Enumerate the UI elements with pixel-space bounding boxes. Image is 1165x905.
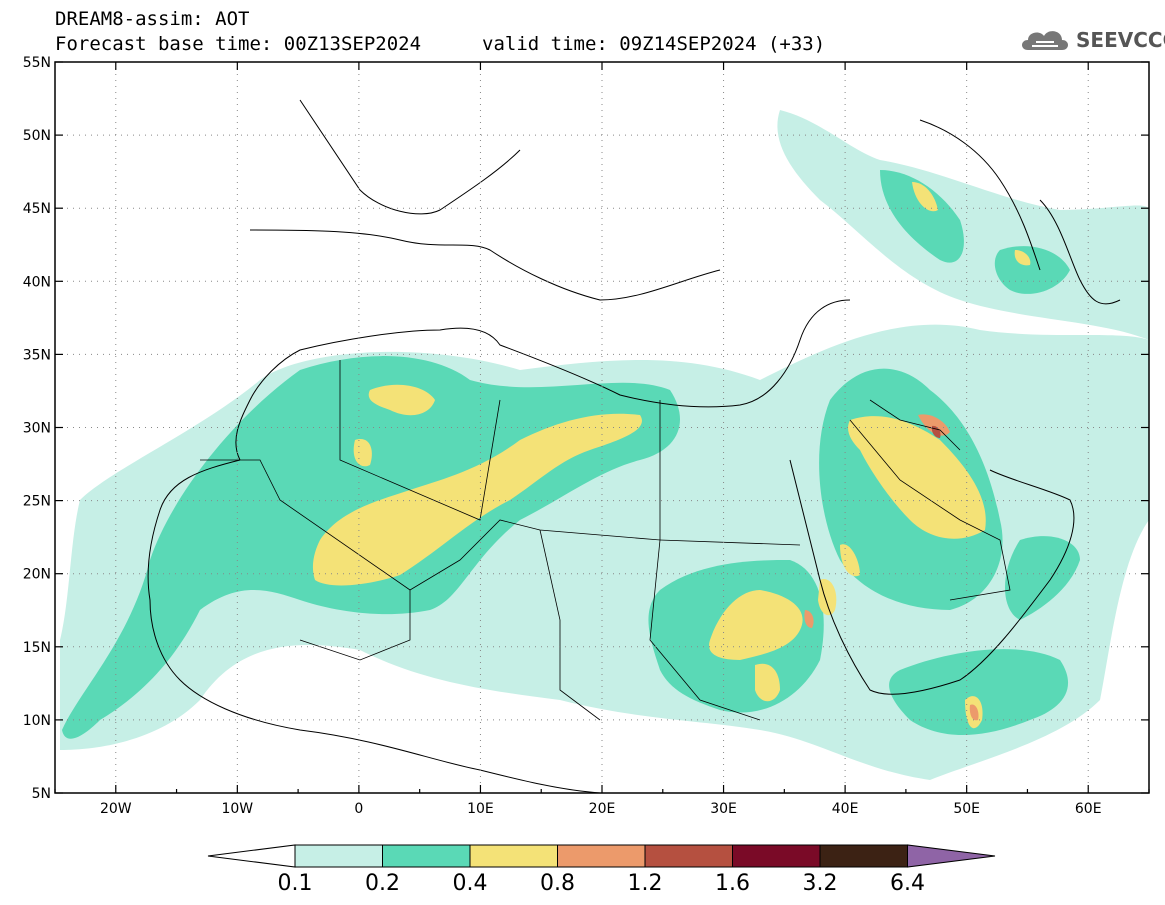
colorbar-level-label: 0.4 — [453, 871, 488, 896]
axis-ticks — [54, 61, 1150, 794]
colorbar-level-label: 1.6 — [715, 871, 750, 896]
lat-tick-label: 25N — [23, 494, 51, 510]
lon-tick-label: 10E — [467, 801, 494, 817]
lon-tick-label: 40E — [832, 801, 859, 817]
colorbar-swatch — [819, 844, 908, 868]
lon-tick-label: 20W — [100, 801, 132, 817]
colorbar-level-label: 0.1 — [278, 871, 313, 896]
borders — [200, 360, 1011, 721]
colorbar-max-arrow — [907, 844, 996, 868]
lat-tick-label: 15N — [23, 640, 51, 656]
lat-tick-label: 55N — [23, 55, 51, 71]
lat-tick-label: 45N — [23, 201, 51, 217]
logo-text: SEEVCCC — [1076, 28, 1165, 52]
aot-band-1.2-1.6 — [931, 425, 941, 438]
seevccc-logo: SEEVCCC — [1018, 24, 1165, 56]
cloud-icon — [1022, 31, 1068, 50]
lon-tick-label: 60E — [1075, 801, 1102, 817]
lat-tick-label: 40N — [23, 274, 51, 290]
colorbar: 0.1 0.2 0.4 0.8 1.2 1.6 3.2 6.4 — [207, 844, 996, 896]
lat-tick-label: 10N — [23, 713, 51, 729]
lon-axis: 20W 10W 0 10E 20E 30E 40E 50E 60E — [100, 801, 1102, 817]
colorbar-swatch — [557, 844, 646, 868]
colorbar-swatch — [469, 844, 558, 868]
lon-tick-label: 30E — [710, 801, 737, 817]
valid-time: valid time: 09Z14SEP2024 (+33) — [482, 33, 826, 55]
lat-tick-label: 5N — [32, 786, 51, 802]
lon-tick-label: 20E — [589, 801, 616, 817]
colorbar-swatch — [732, 844, 821, 868]
lon-tick-label: 50E — [953, 801, 980, 817]
colorbar-level-label: 6.4 — [890, 871, 925, 896]
colorbar-swatch — [294, 844, 383, 868]
aot-band-0.4-0.8 — [312, 182, 1031, 729]
aot-band-0.8-1.2 — [804, 414, 979, 721]
colorbar-level-label: 0.8 — [540, 871, 575, 896]
map-grid — [55, 62, 1149, 793]
lat-tick-label: 35N — [23, 347, 51, 363]
lon-tick-label: 10W — [221, 801, 253, 817]
lat-tick-label: 30N — [23, 421, 51, 437]
colorbar-swatch — [644, 844, 733, 868]
colorbar-min-arrow — [207, 844, 296, 868]
chart-title: DREAM8-assim: AOT — [55, 8, 250, 30]
lat-tick-label: 20N — [23, 567, 51, 583]
aot-field — [60, 99, 1149, 793]
forecast-base-time: Forecast base time: 00Z13SEP2024 — [55, 33, 422, 55]
lat-tick-label: 50N — [23, 128, 51, 144]
colorbar-level-label: 1.2 — [628, 871, 663, 896]
lat-axis: 55N 50N 45N 40N 35N 30N 25N 20N 15N 10N 5N — [23, 55, 51, 802]
colorbar-swatch — [382, 844, 471, 868]
lon-tick-label: 0 — [354, 801, 363, 817]
colorbar-level-label: 0.2 — [365, 871, 400, 896]
colorbar-level-label: 3.2 — [803, 871, 838, 896]
